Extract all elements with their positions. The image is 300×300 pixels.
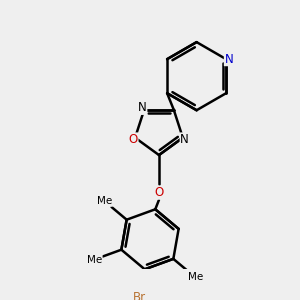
Text: Me: Me [87, 254, 102, 265]
Text: N: N [224, 52, 233, 66]
Text: Me: Me [188, 272, 203, 282]
Text: Br: Br [133, 291, 146, 300]
Text: N: N [180, 133, 189, 146]
Text: N: N [138, 101, 147, 114]
Text: Me: Me [97, 196, 112, 206]
Text: O: O [154, 186, 164, 199]
Text: O: O [129, 133, 138, 146]
